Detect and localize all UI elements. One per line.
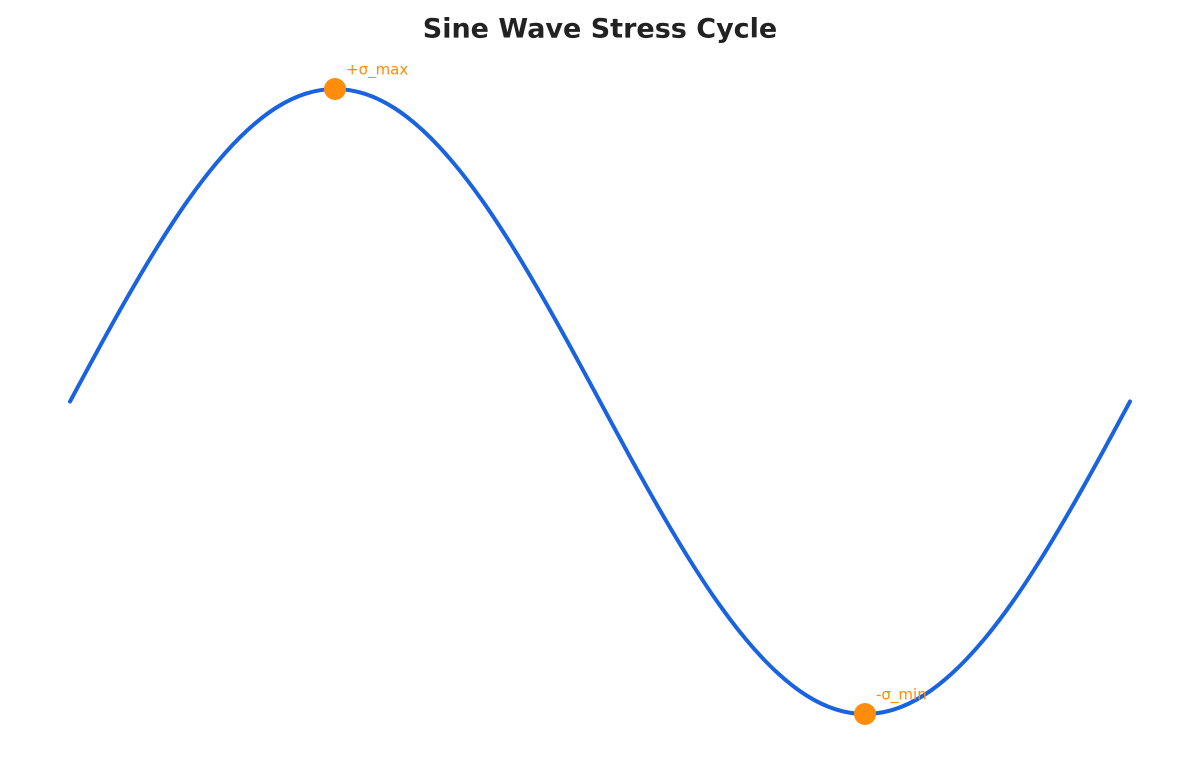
annotation-point xyxy=(324,78,346,100)
annotation-label: +σ_max xyxy=(346,61,408,80)
annotation-label: -σ_min xyxy=(876,686,927,705)
annotation-point xyxy=(854,703,876,725)
chart-title: Sine Wave Stress Cycle xyxy=(423,14,778,45)
line xyxy=(68,86,1132,717)
